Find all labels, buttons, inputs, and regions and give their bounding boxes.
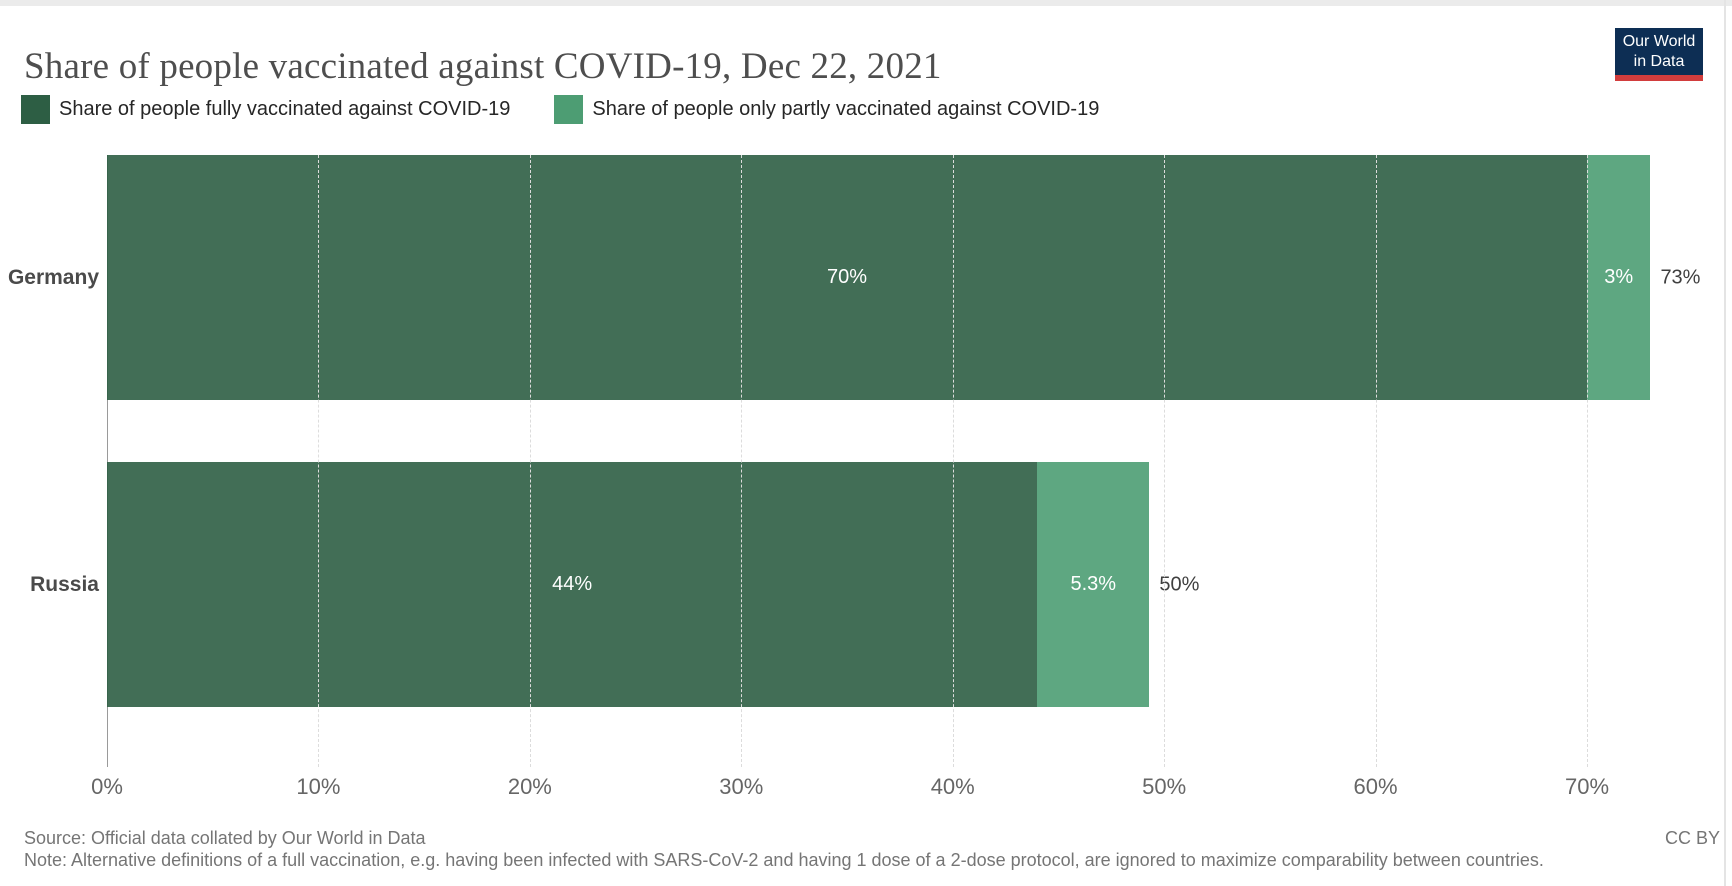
legend-swatch-partly-icon	[554, 95, 584, 124]
gridline-40%	[952, 155, 954, 767]
top-divider	[0, 0, 1732, 6]
bar-segment-germany-partly[interactable]: 3%	[1587, 155, 1651, 400]
bar-value-russia-fully: 44%	[552, 573, 593, 595]
bar-segment-russia-partly[interactable]: 5.3%	[1037, 462, 1150, 707]
page-right-edge	[1724, 0, 1726, 886]
owid-logo[interactable]: Our World in Data	[1615, 28, 1703, 81]
bar-value-germany-partly: 3%	[1604, 266, 1634, 288]
x-tick-60%: 60%	[1353, 774, 1398, 799]
gridline-30%	[741, 155, 743, 767]
x-tick-20%: 20%	[507, 774, 552, 799]
legend-swatch-fully-icon	[21, 95, 50, 124]
bar-segment-germany-fully[interactable]: 70%	[107, 155, 1587, 400]
country-label-germany: Germany	[7, 265, 99, 289]
legend-item-fully-vaccinated: Share of people fully vaccinated against…	[21, 95, 510, 124]
bar-total-germany: 73%	[1660, 266, 1701, 288]
bar-value-germany-fully: 70%	[826, 266, 868, 288]
gridline-10%	[318, 155, 320, 767]
chart-title: Share of people vaccinated against COVID…	[24, 45, 942, 87]
owid-logo-line1: Our World	[1622, 33, 1696, 50]
x-tick-30%: 30%	[719, 774, 764, 799]
bar-segment-russia-fully[interactable]: 44%	[107, 462, 1038, 707]
x-tick-0%: 0%	[91, 774, 123, 799]
gridline-70%	[1587, 155, 1588, 767]
gridline-60%	[1375, 155, 1377, 767]
bar-row-germany: Germany 70% 3% 73%	[8, 155, 1700, 400]
bar-row-russia: Russia 44% 5.3% 50%	[30, 462, 1199, 707]
owid-logo-line2: in Data	[1633, 53, 1685, 70]
bar-value-russia-partly: 5.3%	[1070, 573, 1117, 595]
gridline-20%	[529, 155, 531, 767]
license-link[interactable]: CC BY	[1664, 828, 1720, 848]
legend-label-fully: Share of people fully vaccinated against…	[59, 98, 511, 120]
x-tick-50%: 50%	[1142, 774, 1187, 799]
country-label-russia: Russia	[30, 572, 99, 596]
note-line: Note: Alternative definitions of a full …	[24, 850, 1544, 870]
x-tick-10%: 10%	[296, 774, 341, 799]
legend-item-partly-vaccinated: Share of people only partly vaccinated a…	[554, 95, 1099, 124]
x-tick-40%: 40%	[930, 774, 975, 799]
legend-label-partly: Share of people only partly vaccinated a…	[592, 98, 1100, 120]
bar-total-russia: 50%	[1159, 573, 1200, 595]
y-axis-line	[107, 155, 108, 767]
x-tick-70%: 70%	[1564, 774, 1610, 799]
gridline-50%	[1164, 155, 1166, 767]
legend: Share of people fully vaccinated against…	[21, 95, 1099, 124]
source-line: Source: Official data collated by Our Wo…	[24, 828, 426, 848]
